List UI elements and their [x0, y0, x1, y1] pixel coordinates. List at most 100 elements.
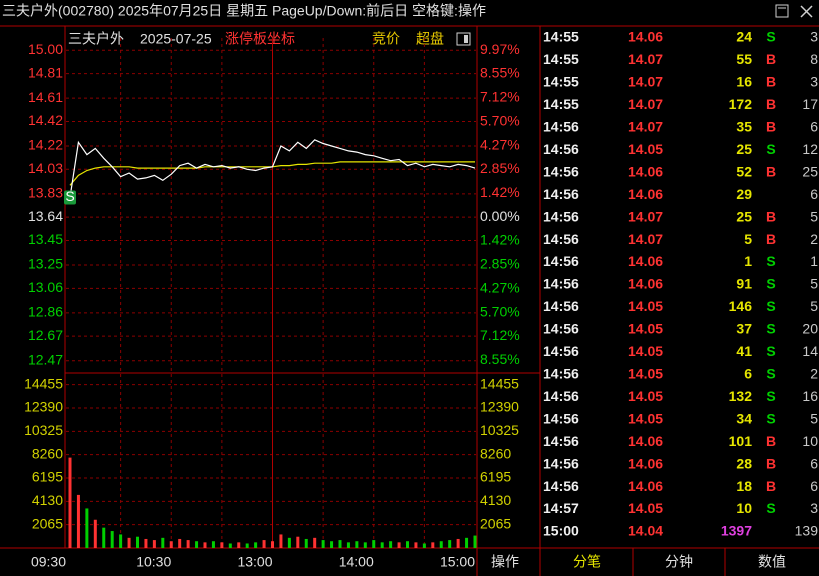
volume-tick-label: 6195: [480, 469, 511, 485]
trade-count: 1: [810, 253, 818, 269]
chart-title: 三夫户外: [68, 31, 124, 47]
price-line: [69, 139, 476, 198]
volume-tick-label: 2065: [32, 515, 63, 531]
overlay-toggle[interactable]: 超盘: [416, 31, 444, 47]
volume-bar: [85, 508, 89, 548]
signal-badge: [64, 190, 76, 205]
trade-volume: 172: [729, 96, 753, 112]
volume-bar: [431, 542, 435, 548]
panel-icon[interactable]: [456, 32, 471, 46]
y2-tick-label: 4.27%: [480, 136, 520, 152]
trade-time: 14:56: [543, 478, 579, 494]
trade-volume: 18: [736, 478, 752, 494]
volume-bar: [406, 541, 409, 548]
volume-bar: [330, 541, 334, 548]
volume-bar: [93, 519, 97, 548]
trade-side: S: [766, 388, 775, 404]
volume-bar: [338, 540, 342, 548]
trade-time: 14:55: [543, 51, 579, 67]
volume-bar: [127, 537, 131, 548]
volume-bar: [397, 542, 401, 548]
volume-tick-label: 10325: [24, 422, 63, 438]
trade-time: 14:57: [543, 500, 579, 516]
close-button[interactable]: [800, 5, 813, 18]
trade-time: 14:56: [543, 253, 579, 269]
trade-side: B: [766, 455, 776, 471]
y2-tick-label: 7.12%: [480, 89, 520, 105]
limit-axis-toggle[interactable]: 涨停板坐标: [225, 31, 295, 47]
trade-price: 14.07: [628, 51, 663, 67]
volume-bar: [186, 540, 190, 548]
trade-time: 14:56: [543, 231, 579, 247]
volume-bar: [355, 541, 359, 548]
volume-bar: [144, 538, 148, 548]
volume-bar: [228, 543, 232, 548]
volume-bar: [271, 541, 274, 548]
y-tick-label: 13.25: [28, 256, 63, 272]
trade-volume: 37: [736, 321, 752, 337]
x-tick-label: 14:00: [339, 554, 374, 570]
y-tick-label: 14.22: [28, 137, 63, 153]
trade-side: B: [766, 208, 776, 224]
trade-side: B: [766, 119, 776, 135]
trade-time: 14:56: [543, 455, 579, 471]
volume-bar: [321, 540, 325, 548]
tab[interactable]: 操作: [491, 554, 519, 570]
volume-bar: [119, 534, 123, 548]
y-tick-label: 13.83: [28, 185, 63, 201]
volume-bar: [169, 541, 173, 548]
tab[interactable]: 数值: [758, 554, 786, 570]
volume-bar: [220, 542, 224, 548]
trade-count: 5: [810, 410, 818, 426]
trade-volume: 29: [736, 186, 752, 202]
trade-time: 14:56: [543, 410, 579, 426]
trade-side: B: [766, 163, 776, 179]
title-bar: [0, 0, 819, 24]
trade-count: 10: [802, 433, 818, 449]
volume-bar: [262, 540, 266, 548]
trade-time: 14:56: [543, 186, 579, 202]
trade-volume: 52: [736, 163, 752, 179]
volume-bar: [152, 540, 156, 548]
trade-side: S: [766, 29, 775, 45]
trade-side: B: [766, 231, 776, 247]
trade-side: S: [766, 253, 775, 269]
trade-price: 14.05: [628, 366, 663, 382]
chart-date: 2025-07-25: [140, 31, 212, 47]
trade-side: S: [766, 410, 775, 426]
trade-price: 14.06: [628, 276, 663, 292]
x-tick-label: 13:00: [237, 554, 272, 570]
trade-count: 20: [802, 321, 818, 337]
volume-bar: [279, 534, 283, 548]
volume-bar: [414, 542, 418, 548]
trade-price: 14.06: [628, 455, 663, 471]
volume-bar: [439, 541, 443, 548]
plot: 15.00 14.81 14.61 14.42 14.22 14.03 13.83 13.64…: [24, 38, 520, 570]
trade-price: 14.07: [628, 231, 663, 247]
tab[interactable]: 分钟: [665, 554, 693, 570]
trade-price: 14.05: [628, 343, 663, 359]
trade-time: 14:56: [543, 388, 579, 404]
volume-tick-label: 8260: [480, 445, 511, 461]
volume-bar: [68, 457, 72, 548]
y2-tick-label: 2.85%: [480, 256, 520, 272]
volume-tick-label: 12390: [24, 399, 63, 415]
tab-selected[interactable]: 分笔: [573, 554, 601, 570]
trade-time: 14:56: [543, 366, 579, 382]
trade-count: 6: [810, 186, 818, 202]
trade-count: 3: [810, 500, 818, 516]
volume-tick-label: 4130: [480, 492, 511, 508]
volume-bar: [456, 538, 460, 548]
trade-price: 14.05: [628, 410, 663, 426]
trade-time: 14:56: [543, 119, 579, 135]
trade-time: 15:00: [543, 523, 579, 539]
y-tick-label: 14.03: [28, 160, 63, 176]
trade-count: 2: [810, 231, 818, 247]
trade-volume: 91: [736, 276, 752, 292]
trade-count: 5: [810, 298, 818, 314]
auction-toggle[interactable]: 竞价: [372, 31, 400, 47]
minimize-button[interactable]: [775, 4, 789, 18]
trade-time: 14:56: [543, 433, 579, 449]
trade-volume: 16: [736, 74, 752, 90]
trade-price: 14.07: [628, 96, 663, 112]
